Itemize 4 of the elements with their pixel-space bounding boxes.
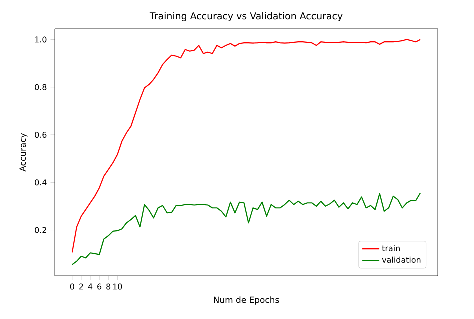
x-axis-title: Num de Epochs [214,296,280,305]
y-axis-title: Accuracy [20,133,28,172]
chart-title: Training Accuracy vs Validation Accuracy [150,12,343,22]
line-series [72,192,422,266]
